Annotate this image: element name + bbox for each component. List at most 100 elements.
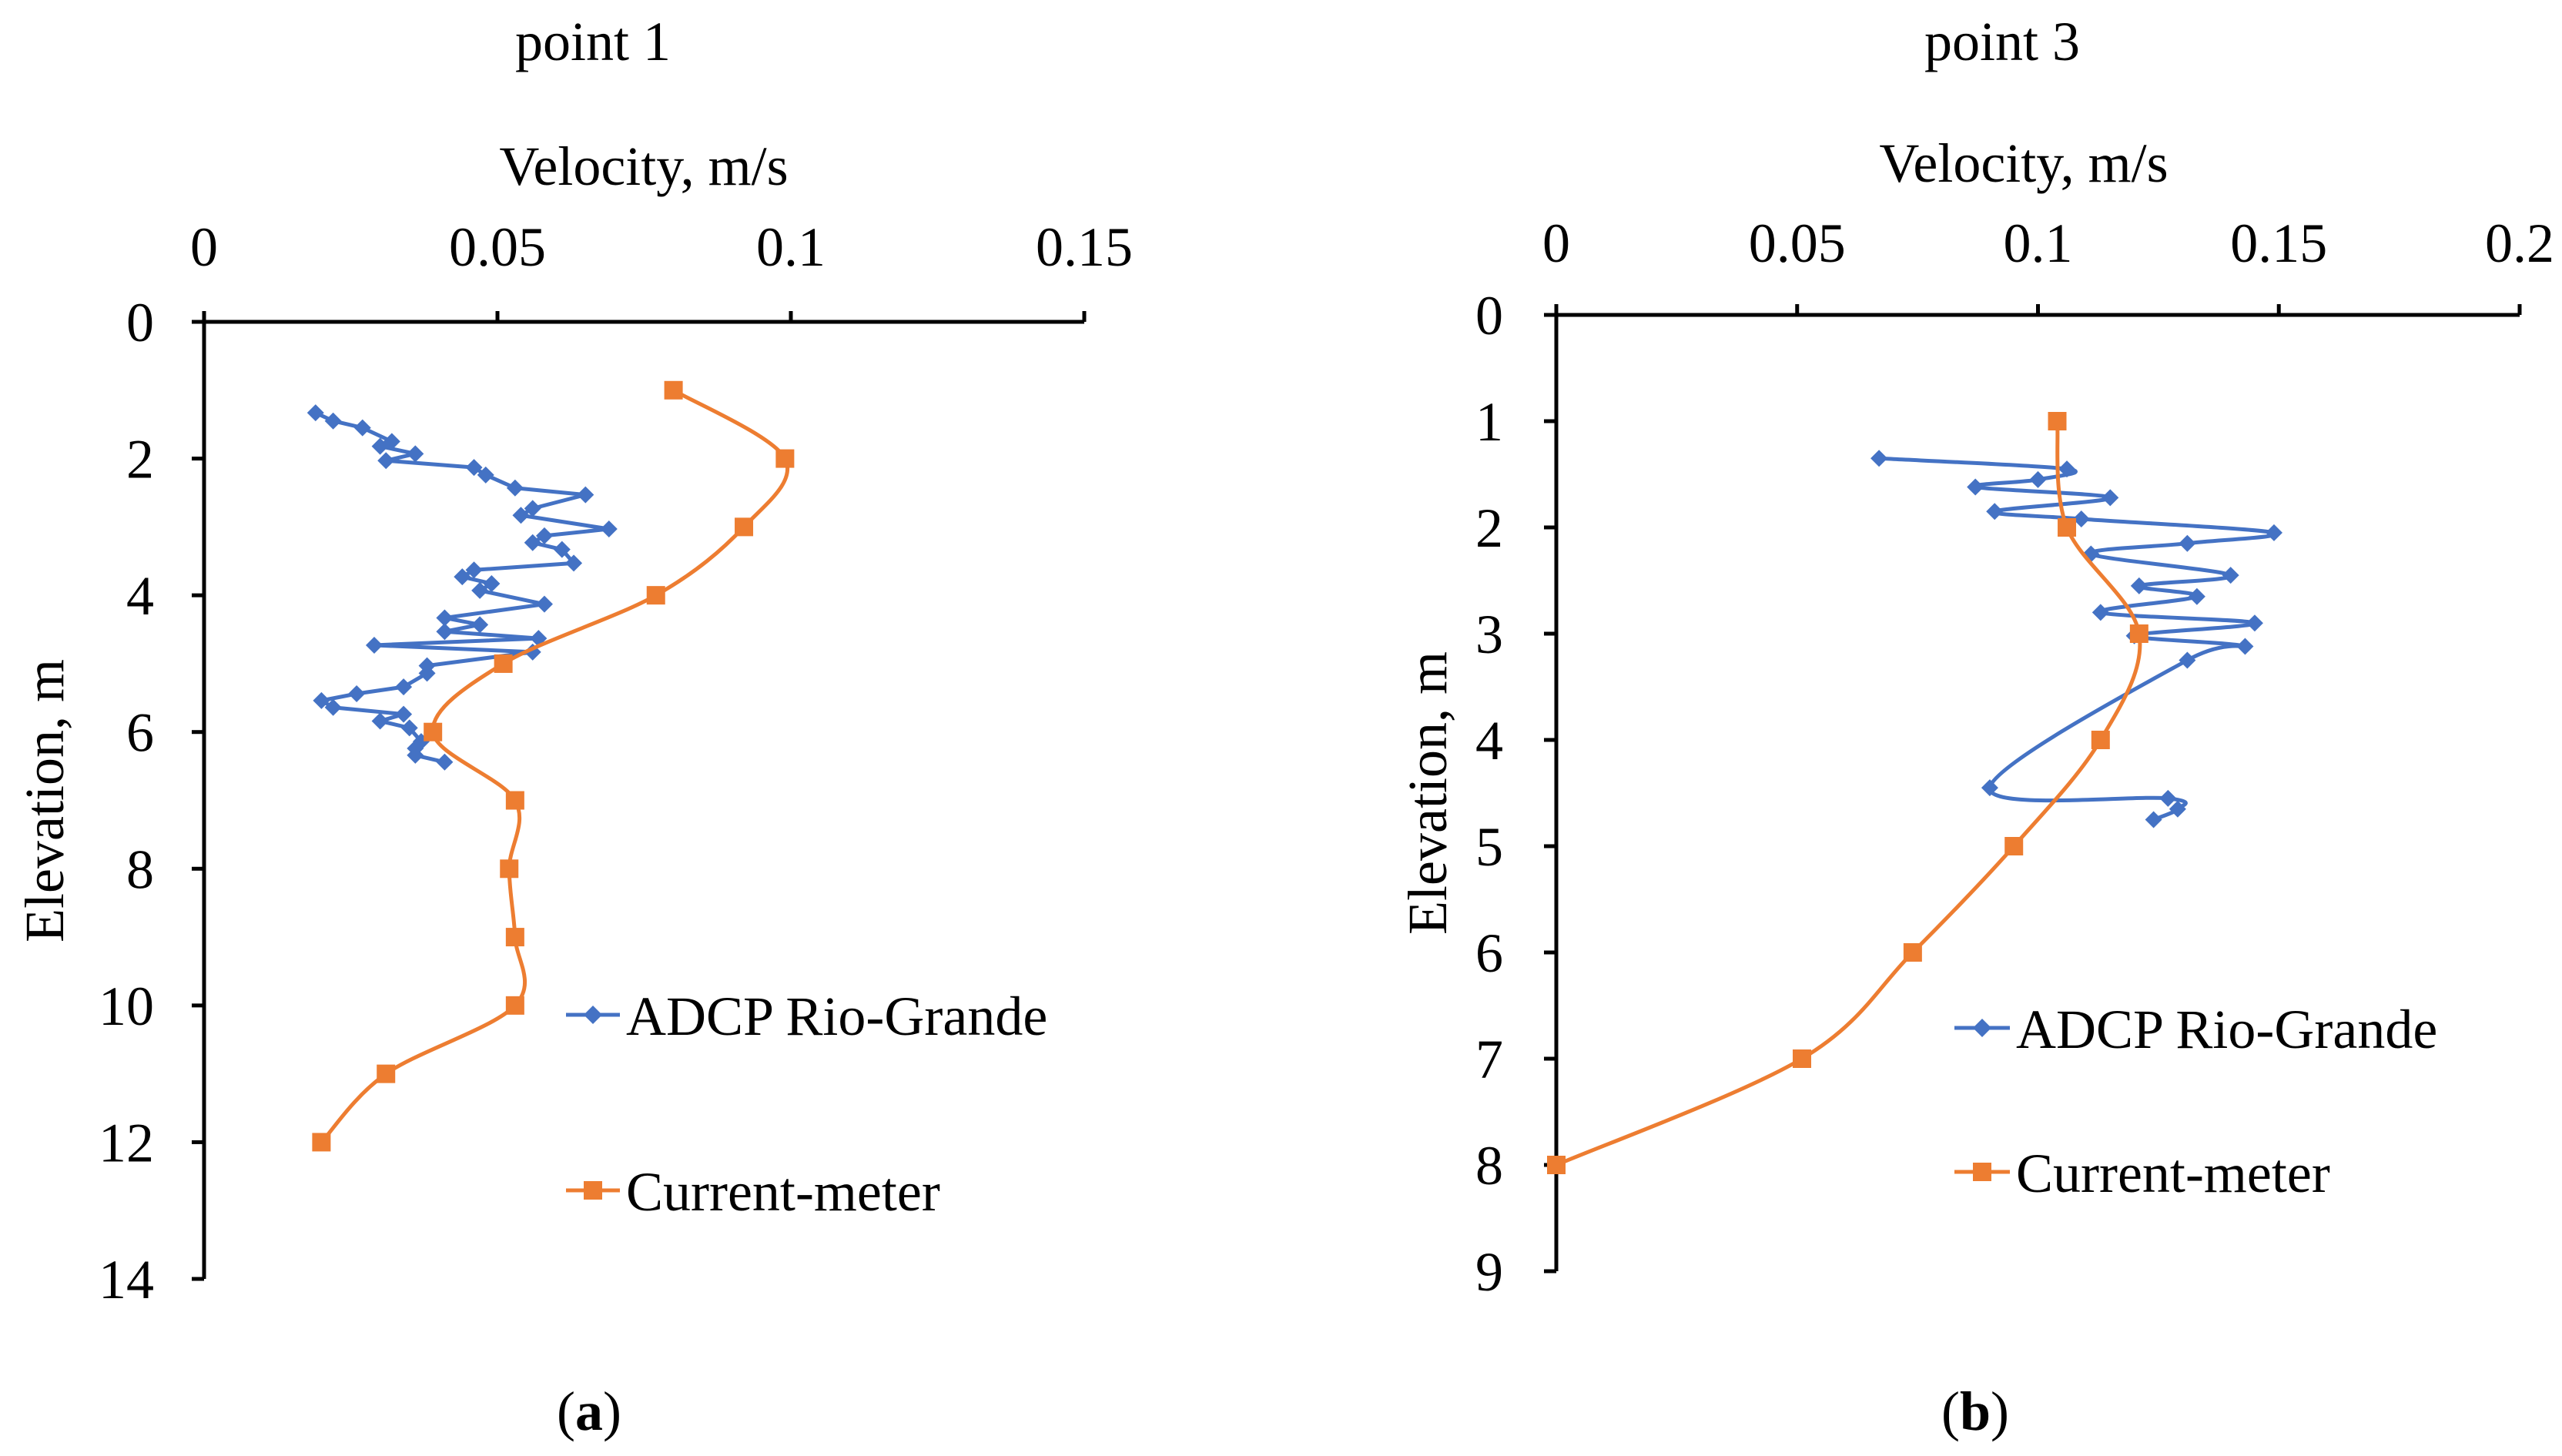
x-axis-title: Velocity, m/s xyxy=(499,136,788,197)
data-point-adcp xyxy=(465,561,483,579)
chart-panel-b: point 3 Velocity, m/s Elevation, m 0 0.05… xyxy=(1397,11,2554,1442)
data-point-adcp xyxy=(377,452,395,470)
data-point-adcp xyxy=(535,595,553,613)
data-point-current-meter xyxy=(2091,731,2110,749)
legend-label-current-meter: Current-meter xyxy=(2016,1143,2330,1204)
data-point-adcp xyxy=(600,520,618,538)
x-tick-label: 0.15 xyxy=(1036,216,1133,278)
y-tick-label: 0 xyxy=(126,292,154,353)
panel-label-open: ( xyxy=(1941,1381,1960,1442)
data-point-adcp xyxy=(535,527,553,544)
panel-label-open: ( xyxy=(557,1381,575,1442)
data-point-current-meter xyxy=(1903,943,1922,962)
data-point-current-meter xyxy=(646,586,665,605)
series-layer xyxy=(1547,412,2282,1174)
data-point-adcp xyxy=(2072,510,2090,527)
y-tick-label: 10 xyxy=(99,976,154,1037)
data-point-adcp xyxy=(2179,651,2196,669)
data-point-adcp xyxy=(465,459,483,477)
x-tick-label: 0.1 xyxy=(756,216,826,278)
data-point-current-meter xyxy=(505,791,524,810)
data-point-adcp xyxy=(400,719,418,737)
data-point-adcp xyxy=(1870,450,1888,467)
data-point-current-meter xyxy=(377,1064,396,1083)
data-point-adcp xyxy=(471,616,489,634)
data-point-adcp xyxy=(2145,811,2162,828)
data-point-adcp xyxy=(1986,503,2004,520)
data-point-adcp xyxy=(306,404,324,422)
data-point-adcp xyxy=(2246,614,2263,632)
y-tick-label: 8 xyxy=(1475,1135,1503,1197)
data-point-current-meter xyxy=(505,928,524,947)
legend-entry-current-meter: Current-meter xyxy=(1954,1143,2330,1204)
x-axis-ticks: 0 0.05 0.1 0.15 0.2 xyxy=(1542,213,2554,315)
series-line-adcp xyxy=(1878,456,2279,822)
data-point-current-meter xyxy=(2048,412,2067,430)
legend-label-adcp: ADCP Rio-Grande xyxy=(626,986,1047,1047)
y-axis-ticks: 0 1 2 3 4 5 6 7 8 9 xyxy=(1475,285,1556,1303)
data-point-adcp xyxy=(483,575,501,593)
data-point-adcp xyxy=(418,664,436,682)
y-tick-label: 3 xyxy=(1475,604,1503,665)
data-point-current-meter xyxy=(2129,624,2148,643)
data-point-adcp xyxy=(471,581,489,599)
legend-entry-adcp: ADCP Rio-Grande xyxy=(566,986,1047,1047)
y-tick-label: 7 xyxy=(1475,1029,1503,1090)
panel-label-close: ) xyxy=(603,1381,621,1442)
x-axis-title: Velocity, m/s xyxy=(1879,132,2168,194)
data-point-adcp xyxy=(553,541,571,558)
y-tick-label: 1 xyxy=(1475,391,1503,453)
y-tick-label: 6 xyxy=(126,702,154,764)
data-point-adcp xyxy=(371,437,389,455)
data-point-adcp xyxy=(2236,638,2254,655)
x-tick-label: 0.05 xyxy=(449,216,546,278)
y-tick-label: 14 xyxy=(99,1249,154,1310)
data-point-adcp xyxy=(2091,604,2109,621)
data-point-current-meter xyxy=(2058,518,2077,537)
data-point-adcp xyxy=(512,507,530,524)
x-tick-label: 0.1 xyxy=(2004,213,2073,274)
data-point-adcp xyxy=(436,753,454,771)
data-point-current-meter xyxy=(1793,1049,1812,1068)
y-tick-label: 9 xyxy=(1475,1241,1503,1303)
y-tick-label: 2 xyxy=(1475,497,1503,559)
data-point-adcp xyxy=(2058,460,2076,478)
data-point-adcp xyxy=(565,554,583,572)
data-point-adcp xyxy=(454,568,471,586)
x-tick-label: 0 xyxy=(1542,213,1570,274)
data-point-adcp xyxy=(371,712,389,730)
data-point-current-meter xyxy=(735,517,754,537)
y-axis-ticks: 0 2 4 6 8 10 12 14 xyxy=(99,292,204,1310)
series-line-current-meter xyxy=(320,388,790,1144)
y-tick-label: 12 xyxy=(99,1112,154,1173)
data-point-adcp xyxy=(313,691,330,709)
x-tick-label: 0.05 xyxy=(1749,213,1846,274)
panel-label-letter: b xyxy=(1960,1381,1991,1442)
data-point-adcp xyxy=(348,684,366,702)
data-point-adcp xyxy=(324,698,342,716)
y-tick-label: 2 xyxy=(126,429,154,490)
data-point-adcp xyxy=(2029,470,2047,488)
data-point-current-meter xyxy=(424,722,443,741)
legend: ADCP Rio-Grande Current-meter xyxy=(1954,999,2437,1204)
legend-marker-current-meter xyxy=(584,1181,602,1200)
x-tick-label: 0.2 xyxy=(2485,213,2554,274)
data-point-adcp xyxy=(436,623,454,641)
data-point-adcp xyxy=(2159,789,2177,807)
x-tick-label: 0.15 xyxy=(2230,213,2327,274)
data-point-adcp xyxy=(524,500,541,517)
data-point-adcp xyxy=(2102,489,2119,507)
data-point-adcp xyxy=(2222,567,2239,584)
data-point-adcp xyxy=(365,636,383,654)
data-point-current-meter xyxy=(494,654,513,673)
data-point-adcp xyxy=(436,609,454,627)
panel-label-letter: a xyxy=(575,1381,603,1442)
series-layer xyxy=(306,380,795,1152)
data-point-adcp xyxy=(407,445,424,463)
panel-label-b: (b) xyxy=(1941,1381,2009,1442)
data-point-adcp xyxy=(2168,800,2186,818)
legend-label-current-meter: Current-meter xyxy=(626,1161,940,1223)
panel-label-a: (a) xyxy=(557,1381,621,1442)
y-tick-label: 4 xyxy=(126,565,154,627)
